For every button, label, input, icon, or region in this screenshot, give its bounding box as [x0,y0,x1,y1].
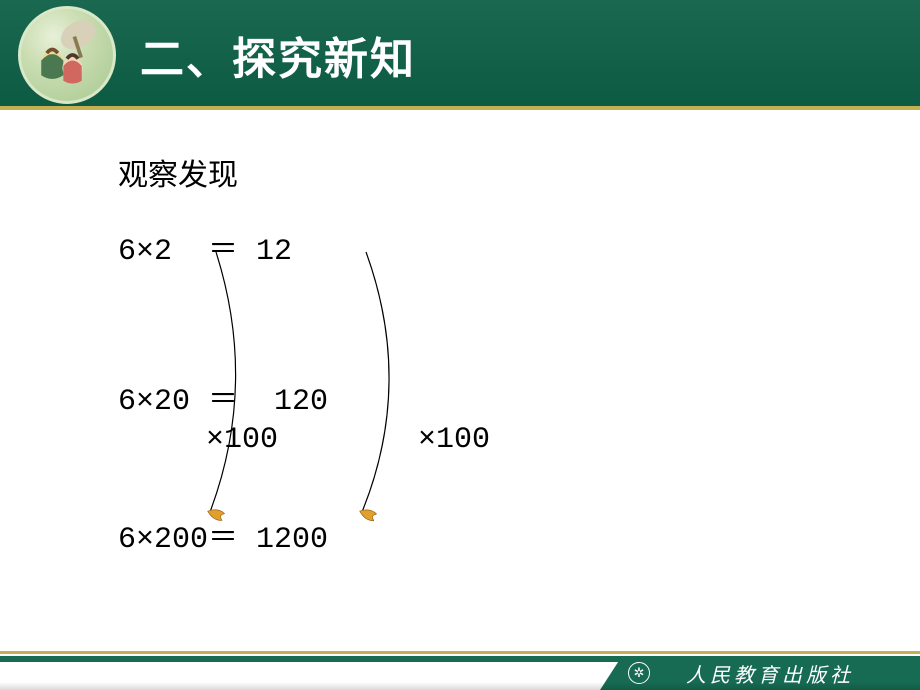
footer-stripe-yellow [0,651,920,654]
logo-illustration [21,9,113,101]
equation-2: 6×20 ＝ 120 [118,384,328,420]
slide-title: 二、探究新知 [140,23,416,87]
multiplier-left: ×100 [206,422,278,458]
logo-badge [18,6,116,104]
page-bottom-shadow [0,682,920,690]
equation-3: 6×200＝ 1200 [118,522,328,558]
equation-1: 6×2 ＝ 12 [118,234,292,270]
equations-block: 6×2 ＝ 12 6×20 ＝ 120 ×100 ×100 6×200＝ 120… [118,234,920,564]
publisher-badge-icon: ✲ [628,662,650,684]
multiplier-right: ×100 [418,422,490,458]
slide-header: 二、探究新知 [0,0,920,110]
curve-left [210,252,236,512]
slide-content: 观察发现 6×2 ＝ 12 6×20 ＝ 120 ×100 ×100 6×200… [0,110,920,564]
curve-right [362,252,389,512]
content-subtitle: 观察发现 [118,150,920,194]
header-accent-line [0,106,920,110]
